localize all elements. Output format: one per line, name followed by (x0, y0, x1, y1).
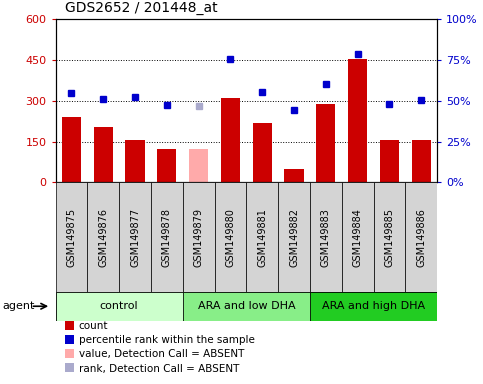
Text: control: control (100, 301, 139, 311)
Text: GSM149877: GSM149877 (130, 208, 140, 266)
Text: GSM149883: GSM149883 (321, 208, 331, 266)
Bar (56, 292, 183, 321)
Text: GDS2652 / 201448_at: GDS2652 / 201448_at (65, 2, 218, 15)
Text: GSM149884: GSM149884 (353, 208, 363, 266)
Text: GSM149879: GSM149879 (194, 208, 204, 266)
Bar (342, 182, 373, 292)
Text: count: count (79, 321, 108, 331)
Text: GSM149876: GSM149876 (98, 208, 108, 266)
Text: percentile rank within the sample: percentile rank within the sample (79, 335, 255, 345)
Text: GSM149880: GSM149880 (226, 208, 235, 266)
Bar (151, 182, 183, 292)
Bar (157, 149, 176, 182)
Bar (405, 182, 437, 292)
Text: agent: agent (2, 301, 35, 311)
Bar (56, 182, 87, 292)
Bar (119, 182, 151, 292)
Text: ARA and low DHA: ARA and low DHA (198, 301, 295, 311)
Bar (183, 292, 310, 321)
Bar (221, 98, 240, 182)
Text: GSM149881: GSM149881 (257, 208, 267, 266)
Bar (412, 140, 431, 182)
Bar (316, 104, 335, 182)
Bar (183, 182, 214, 292)
Text: GSM149886: GSM149886 (416, 208, 426, 266)
Bar (246, 182, 278, 292)
Bar (126, 140, 144, 182)
Text: value, Detection Call = ABSENT: value, Detection Call = ABSENT (79, 349, 244, 359)
Bar (253, 123, 272, 182)
Bar (310, 182, 342, 292)
Text: ARA and high DHA: ARA and high DHA (322, 301, 425, 311)
Bar (284, 169, 303, 182)
Bar (214, 182, 246, 292)
Bar (310, 292, 437, 321)
Text: GSM149878: GSM149878 (162, 208, 172, 266)
Bar (62, 117, 81, 182)
Text: GSM149882: GSM149882 (289, 208, 299, 266)
Bar (373, 182, 405, 292)
Bar (348, 59, 367, 182)
Text: rank, Detection Call = ABSENT: rank, Detection Call = ABSENT (79, 364, 239, 374)
Bar (380, 140, 399, 182)
Text: GSM149885: GSM149885 (384, 208, 395, 266)
Bar (94, 127, 113, 182)
Bar (278, 182, 310, 292)
Bar (87, 182, 119, 292)
Bar (189, 149, 208, 182)
Text: GSM149875: GSM149875 (67, 208, 76, 266)
